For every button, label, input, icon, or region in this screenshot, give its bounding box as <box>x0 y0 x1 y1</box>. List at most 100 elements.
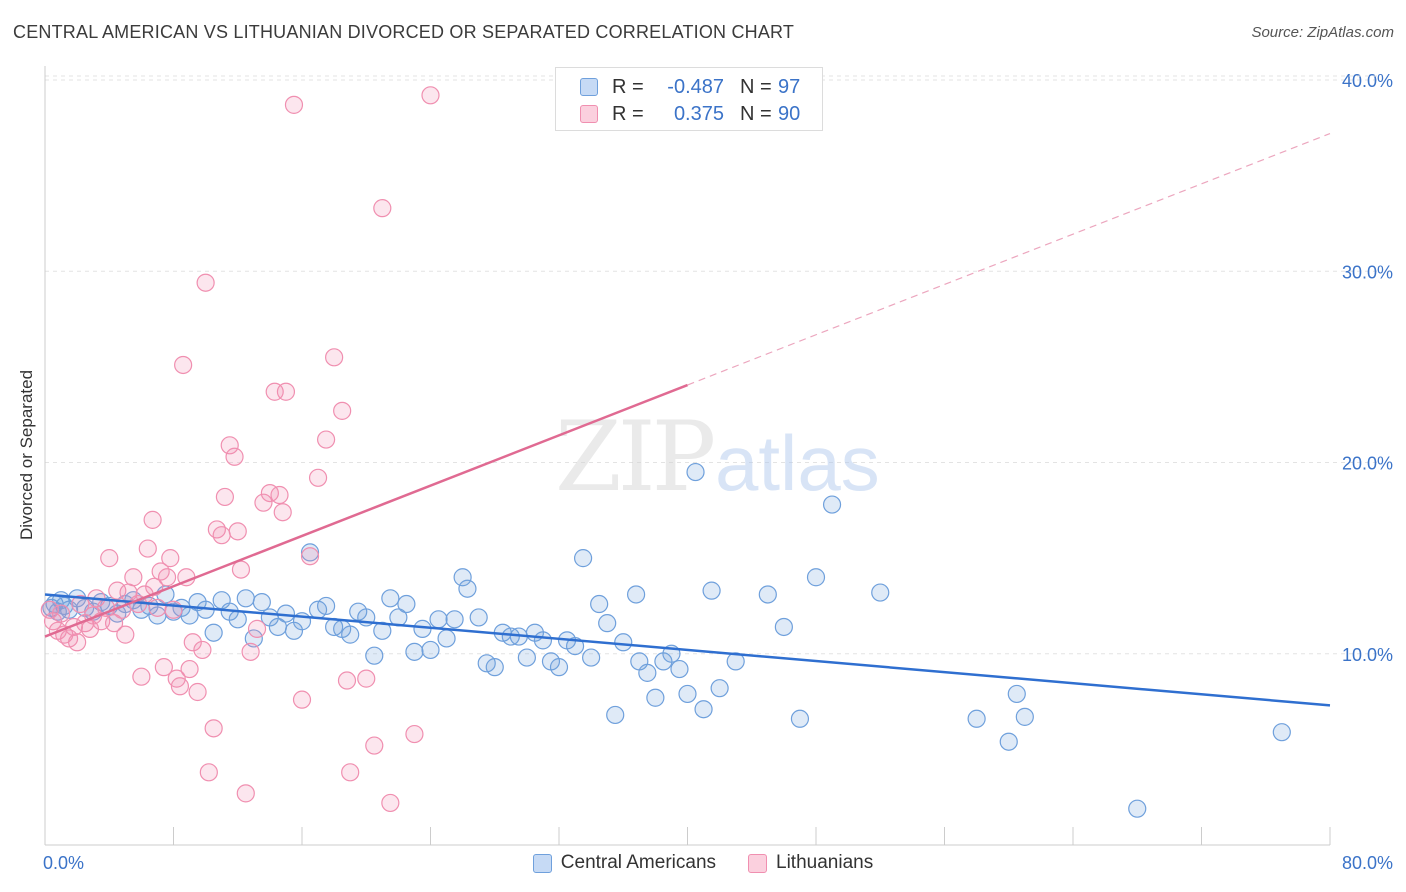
data-point <box>276 382 296 401</box>
data-point <box>204 719 223 738</box>
watermark-zip: ZIP <box>555 401 714 513</box>
data-point <box>1007 684 1026 704</box>
data-point <box>284 95 304 114</box>
data-point <box>108 581 127 600</box>
data-point <box>341 763 360 782</box>
data-point <box>1128 799 1147 818</box>
source-label: Source: ZipAtlas.com <box>1251 24 1394 41</box>
trend-line <box>44 593 1331 707</box>
data-point <box>225 447 244 466</box>
data-point <box>116 625 135 644</box>
data-point <box>270 485 289 505</box>
trend-line-extrapolated <box>687 132 1331 386</box>
data-point <box>300 543 320 562</box>
legend-swatch-pink <box>580 105 598 123</box>
data-point <box>68 633 87 652</box>
data-point <box>590 594 609 614</box>
data-point <box>626 585 646 604</box>
data-point <box>437 629 456 648</box>
trend-line <box>44 383 688 638</box>
data-point <box>357 669 376 688</box>
data-point <box>565 636 585 656</box>
data-point <box>204 623 223 642</box>
data-point <box>458 579 477 598</box>
data-point <box>143 510 162 529</box>
data-point <box>614 633 633 652</box>
data-point <box>154 658 173 677</box>
data-point <box>300 547 320 566</box>
data-point <box>333 401 352 420</box>
data-point <box>582 648 601 667</box>
data-point <box>549 658 569 677</box>
data-point <box>231 560 251 579</box>
data-point <box>967 709 986 728</box>
data-point <box>686 462 705 482</box>
data-point <box>236 589 255 608</box>
data-point <box>469 608 488 627</box>
data-point <box>325 348 344 367</box>
y-tick-label: 20.0% <box>1342 454 1393 474</box>
data-point <box>678 684 697 704</box>
data-point <box>71 594 90 614</box>
data-point <box>806 568 826 587</box>
legend-row-central-americans: R = -0.487 N = 97 <box>580 76 800 98</box>
data-point <box>397 594 416 614</box>
y-tick-label: 30.0% <box>1342 262 1393 282</box>
data-point <box>228 610 247 629</box>
data-point <box>273 503 292 522</box>
data-point <box>598 614 617 633</box>
data-point <box>365 736 384 755</box>
data-point <box>341 625 360 644</box>
data-point <box>180 659 199 679</box>
data-point <box>138 539 157 558</box>
data-point <box>999 732 1018 751</box>
data-point <box>316 596 336 616</box>
correlation-legend: R = -0.487 N = 97 R = 0.375 N = 90 <box>555 67 823 131</box>
series-legend: Central Americans Lithuanians <box>0 852 1406 874</box>
data-point <box>132 667 151 686</box>
data-point <box>694 700 713 719</box>
data-point <box>421 86 440 105</box>
data-point <box>252 593 271 612</box>
data-point <box>365 646 384 665</box>
data-point <box>104 614 124 633</box>
data-point <box>193 640 212 660</box>
data-point <box>228 522 247 541</box>
legend-item-central-americans: Central Americans <box>532 852 716 874</box>
data-point <box>254 493 273 512</box>
data-point <box>822 495 842 514</box>
data-point <box>215 487 234 507</box>
legend-swatch-blue <box>532 853 552 873</box>
data-point <box>702 581 721 600</box>
data-point <box>413 619 432 638</box>
data-point <box>183 633 202 652</box>
data-point <box>453 568 472 587</box>
data-point <box>316 430 336 449</box>
data-point <box>638 663 657 682</box>
data-point <box>292 690 312 709</box>
data-point <box>429 610 448 629</box>
data-point <box>51 604 71 623</box>
legend-swatch-blue <box>580 78 598 96</box>
legend-item-lithuanians: Lithuanians <box>748 852 873 874</box>
data-point <box>174 355 193 375</box>
data-point <box>40 600 59 619</box>
legend-r-label: R = <box>612 75 644 98</box>
data-point <box>1015 707 1034 726</box>
data-point <box>337 671 357 690</box>
data-point <box>573 549 593 568</box>
series-central-americans <box>42 462 1291 818</box>
data-point <box>1272 723 1291 742</box>
x-tick-label: 0.0% <box>43 853 84 873</box>
data-point <box>220 436 239 455</box>
data-point <box>710 679 729 698</box>
chart-title: CENTRAL AMERICAN VS LITHUANIAN DIVORCED … <box>13 22 795 42</box>
data-point <box>188 682 207 702</box>
data-point <box>157 568 177 587</box>
data-point <box>161 549 180 568</box>
legend-r-value: -0.487 <box>667 75 724 98</box>
data-point <box>373 621 392 640</box>
x-tick-label: 80.0% <box>1342 853 1393 873</box>
legend-r-value: 0.375 <box>673 102 724 125</box>
